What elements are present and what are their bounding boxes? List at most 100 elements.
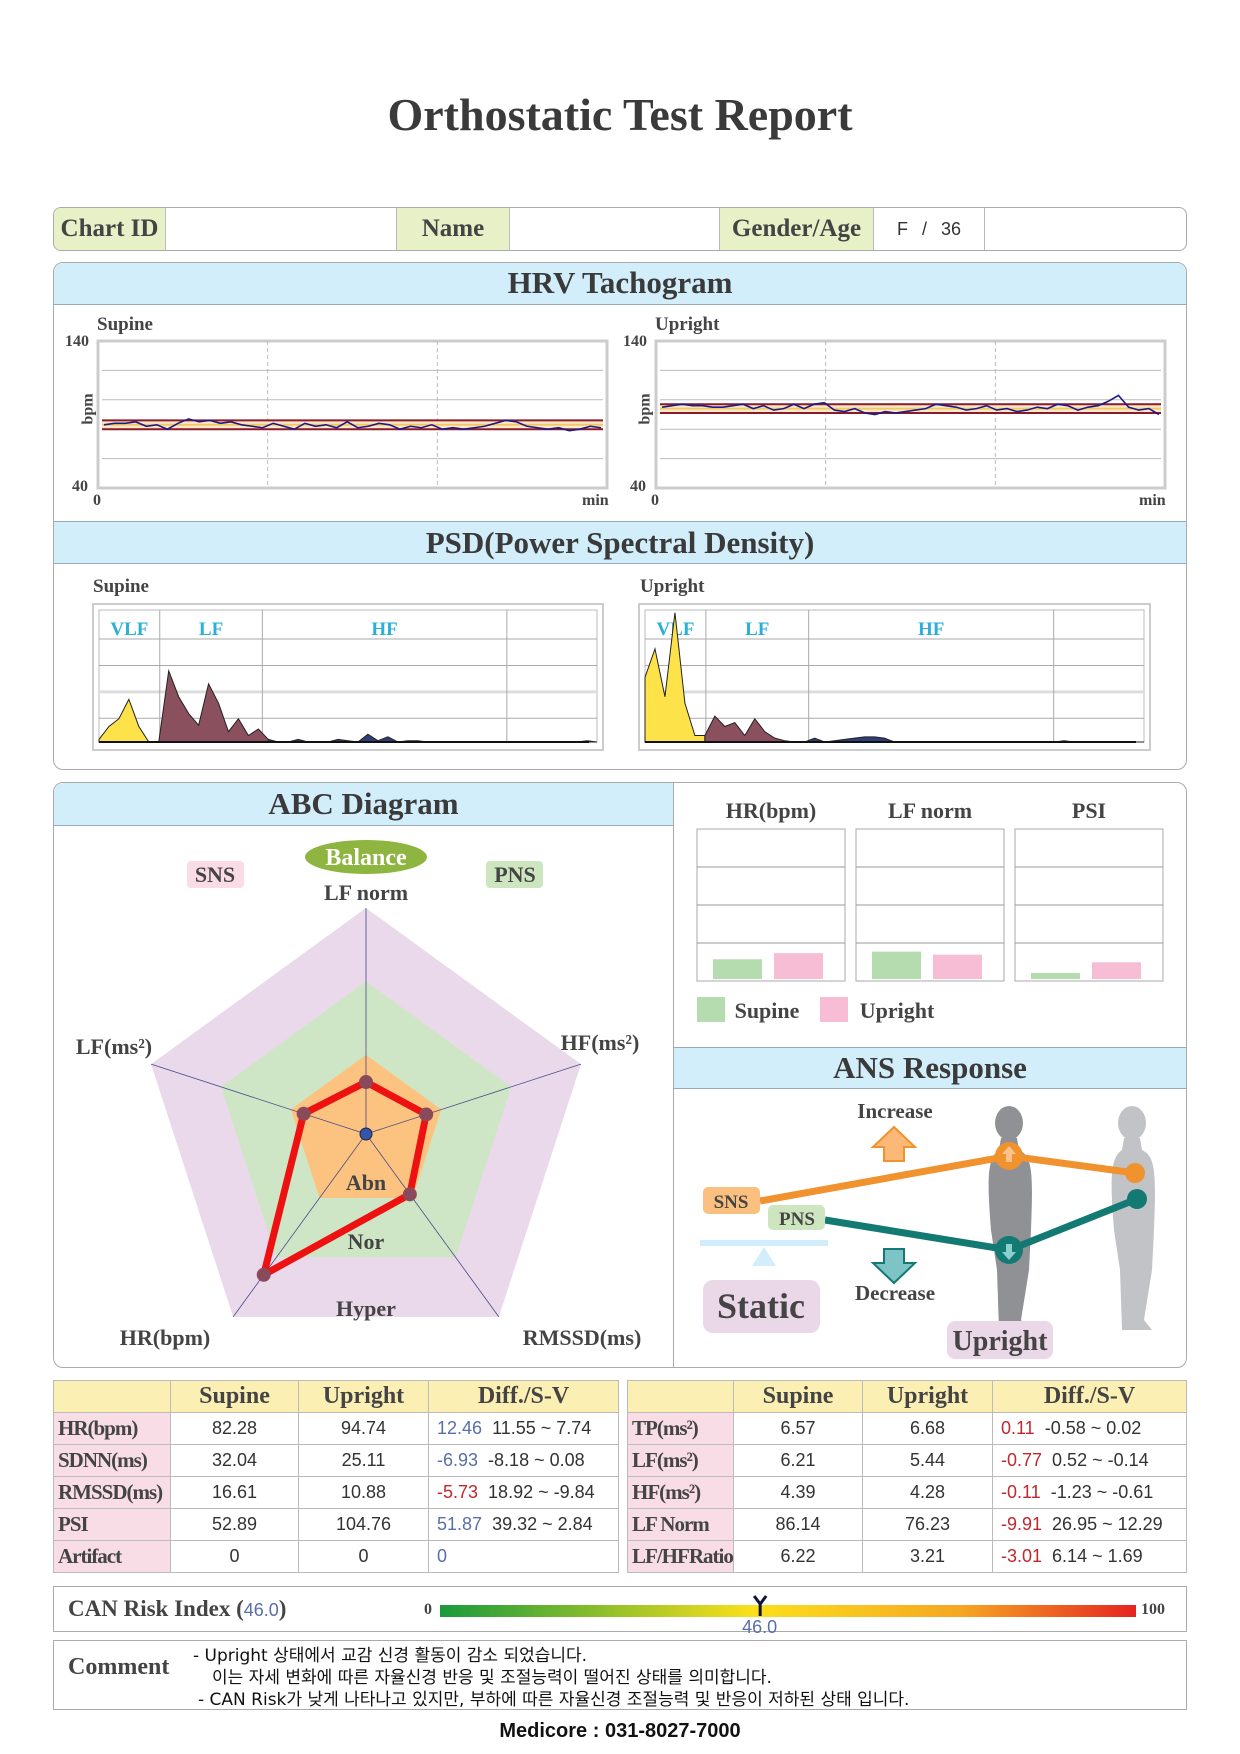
legend-supine: Supine [735,998,800,1023]
upright-label: Upright [953,1326,1049,1357]
zone-label-hyper: Hyper [336,1296,396,1321]
comment-line-2: 이는 자세 변화에 따른 자율신경 반응 및 조절능력이 떨어진 상태를 의미합… [212,1668,772,1688]
row-label: LF(ms²) [627,1444,734,1477]
column-header: Diff./S-V [992,1380,1187,1413]
diff-cell: 51.87 39.32 ~ 2.84 [428,1508,619,1541]
tachogram-charts: VLFLFHFVLFLFHF [92,339,1167,751]
ans-sns-label: SNS [714,1192,749,1213]
psd-lf-area-supine [158,668,269,743]
axis-label: RMSSD(ms) [523,1325,642,1350]
balance-badge [305,840,427,874]
risk-gradient-bar [440,1605,1136,1617]
row-label: PSI [53,1508,171,1541]
separator: / [921,218,927,239]
upright-value: 104.76 [298,1508,429,1541]
table-row: LF/HFRatio 6.22 3.21 -3.01 6.14 ~ 1.69 [627,1540,1187,1573]
footer-contact: Medicore : 031-8027-7000 [499,1720,741,1742]
diff-value: 0 [437,1546,448,1566]
column-header: Upright [298,1380,429,1413]
supine-value: 82.28 [170,1412,299,1445]
pns-label: PNS [494,862,536,887]
band-label-lf: LF [199,619,223,640]
page-title: Orthostatic Test Report [387,89,853,140]
supine-value: 86.14 [733,1508,863,1541]
radar-axis [365,1063,582,1135]
data-point [402,1187,417,1202]
comment-label: Comment [68,1654,170,1680]
bar-supine [1031,972,1080,979]
chart-id-label: Chart ID [54,208,166,250]
row-label: RMSSD(ms) [53,1476,171,1509]
tach-upright-x0: 0 [651,492,659,509]
bar-supine [872,951,921,979]
table-row: HR(bpm) 82.28 94.74 12.46 11.55 ~ 7.74 [53,1412,619,1445]
can-min: 0 [424,1601,432,1618]
band-label-lf: LF [745,619,769,640]
comment-panel: Comment [53,1640,1187,1710]
pns-badge [486,861,543,888]
tachogram-header: HRV Tachogram [54,263,1186,305]
zone-label-nor: Nor [348,1229,385,1254]
bar-upright [933,954,982,979]
table-freq-domain: Supine Upright Diff./S-V TP(ms²) 6.57 6.68 0.1… [627,1380,1187,1573]
axis-label: HR(bpm) [120,1325,210,1350]
axis-label: HF(ms²) [561,1030,640,1055]
upright-value: 6.68 [862,1412,993,1445]
head [1118,1106,1146,1140]
pns-tag [768,1205,825,1230]
row-label: SDNN(ms) [53,1444,171,1477]
table-row: TP(ms²) 6.57 6.68 0.11 -0.58 ~ 0.02 [627,1412,1187,1445]
bar-upright [774,953,823,979]
data-point [256,1267,271,1282]
hr-series-supine [103,418,602,432]
tach-supine-ymin: 40 [72,478,88,495]
patient-profile-line [260,1078,430,1279]
risk-marker-icon [752,1595,768,1616]
abc-header: ABC Diagram [54,783,673,826]
data-point [296,1106,311,1121]
tach-upright-ymin: 40 [630,478,646,495]
bar-chart-title: LF norm [888,798,972,823]
row-label: LF/HFRatio [627,1540,734,1573]
zone-label-abn: Abn [346,1170,386,1195]
table-time-domain: Supine Upright Diff./S-V HR(bpm) 82.28 94.74 1… [53,1380,619,1573]
legend-swatch-upright [820,997,848,1022]
axis-label: LF(ms²) [76,1034,152,1059]
psd-header: PSD(Power Spectral Density) [54,521,1186,564]
column-header [53,1380,171,1413]
tach-supine-ymax: 140 [65,333,89,350]
normal-range: -1.23 ~ -0.61 [1050,1482,1154,1502]
upright-badge [947,1321,1053,1359]
balance-label: Balance [325,845,407,871]
legend-swatch-supine [697,997,725,1022]
radar-axis [365,1133,500,1318]
axis-label: LF norm [324,880,408,905]
body [1111,1138,1155,1330]
band-label-vlf: VLF [110,619,148,640]
gender-age-label: Gender/Age [720,208,874,250]
diff-cell: -5.73 18.92 ~ -9.84 [428,1476,619,1509]
normal-range: -0.58 ~ 0.02 [1044,1418,1142,1438]
radar-axis [232,1133,367,1318]
row-label: LF Norm [627,1508,734,1541]
upright-value: 25.11 [298,1444,429,1477]
radar-axis [150,1063,367,1135]
sns-end-node [1125,1163,1145,1183]
supine-value: 32.04 [170,1444,299,1477]
supine-value: 6.22 [733,1540,863,1573]
bar-supine [713,959,762,979]
table-row: LF Norm 86.14 76.23 -9.91 26.95 ~ 12.29 [627,1508,1187,1541]
tach-frame [654,339,1167,490]
diff-cell: -0.11 -1.23 ~ -0.61 [992,1476,1187,1509]
ans-header: ANS Response [674,1047,1186,1089]
psd-supine-label: Supine [93,576,149,597]
upright-value: 76.23 [862,1508,993,1541]
patient-info-bar: Chart ID Name Gender/Age F / 36 [53,207,1187,251]
diff-value: -5.73 [437,1482,479,1502]
gender: F [896,218,908,239]
comment-line-1: - Upright 상태에서 교감 신경 활동이 감소 되었습니다. [193,1646,588,1666]
can-max: 100 [1141,1601,1165,1618]
diff-value: 12.46 [437,1418,483,1438]
tach-supine-xunit: min [582,492,609,509]
row-label: HR(bpm) [53,1412,171,1445]
